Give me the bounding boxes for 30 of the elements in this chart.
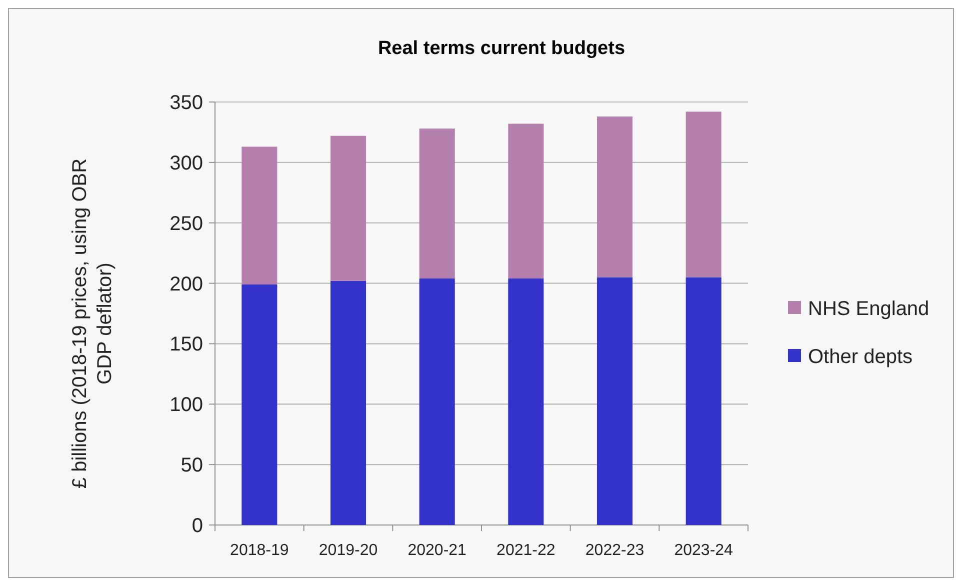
bar — [596, 277, 633, 525]
y-axis-title: £ billions (2018-19 prices, using OBR GDP deflator) — [69, 158, 116, 489]
x-tick-label: 2020-21 — [408, 542, 467, 559]
legend-label: Other depts — [808, 346, 913, 368]
y-tick-label: 150 — [170, 334, 203, 356]
y-tick-label: 250 — [170, 212, 203, 235]
bar — [419, 128, 455, 278]
bar — [686, 277, 722, 525]
x-tick-label: 2018-19 — [230, 542, 289, 559]
y-tick-label: 350 — [170, 92, 203, 114]
bar — [330, 280, 366, 525]
bar — [508, 278, 544, 525]
x-tick-label: 2023-24 — [674, 542, 734, 559]
bar — [242, 284, 278, 525]
x-tick-label: 2022-23 — [585, 542, 644, 559]
y-tick-label: 50 — [180, 454, 203, 477]
bar — [330, 136, 366, 281]
chart-title: Real terms current budgets — [378, 38, 626, 59]
bar — [596, 116, 633, 278]
bar — [686, 112, 722, 278]
y-tick-label: 100 — [170, 394, 203, 416]
y-tick-label: 300 — [170, 152, 203, 174]
bar — [508, 124, 544, 278]
x-tick-label: 2019-20 — [318, 542, 378, 559]
y-tick-label: 200 — [170, 273, 203, 296]
legend-label: NHS England — [808, 298, 930, 320]
y-tick-label: 0 — [192, 515, 203, 537]
bar — [242, 146, 278, 284]
bar — [419, 278, 455, 525]
x-tick-label: 2021-22 — [496, 542, 556, 559]
